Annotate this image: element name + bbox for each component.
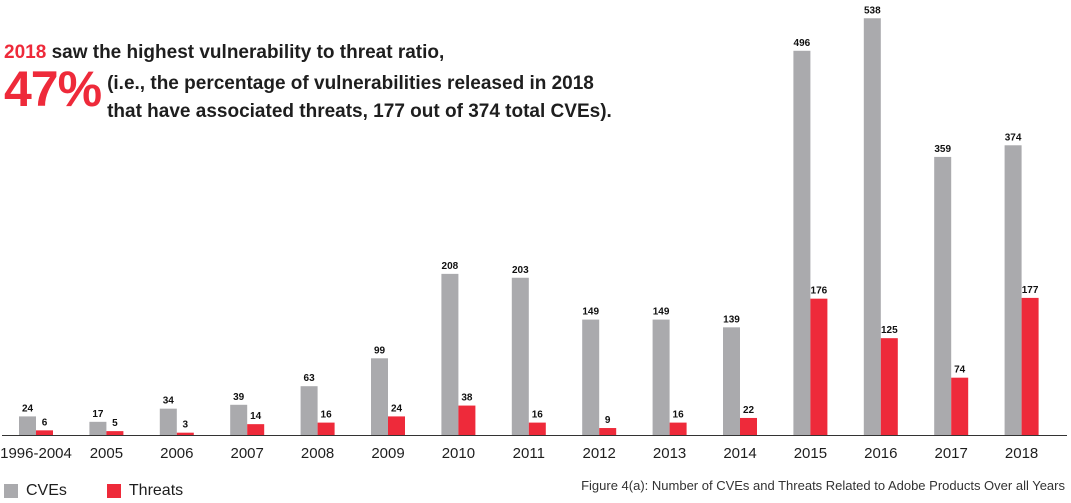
headline-note-line2: that have associated threats, 177 out of… (107, 101, 612, 122)
bar-threats-2008 (317, 422, 335, 435)
x-tick-label-2016: 2016 (864, 445, 897, 462)
legend: CVEs Threats (4, 482, 223, 500)
bar-cves-2013 (652, 319, 670, 435)
bar-threats-1996-2004 (36, 430, 53, 435)
value-label-cves-2015: 496 (794, 38, 811, 49)
bar-cves-2017 (934, 156, 952, 435)
x-tick-label-2018: 2018 (1005, 445, 1038, 462)
value-label-cves-2014: 139 (723, 314, 740, 325)
bar-threats-2010 (458, 405, 476, 435)
value-label-cves-2017: 359 (934, 144, 951, 155)
bar-cves-2009 (371, 358, 388, 435)
headline-line1: 2018 saw the highest vulnerability to th… (4, 42, 644, 64)
value-label-cves-2007: 39 (233, 392, 245, 403)
value-label-cves-2011: 203 (512, 265, 529, 276)
value-label-cves-1996-2004: 24 (22, 403, 34, 414)
x-tick-label-2009: 2009 (371, 445, 404, 462)
x-tick-label-2007: 2007 (231, 445, 264, 462)
bar-threats-2013 (669, 422, 687, 435)
bar-cves-2007 (230, 404, 248, 435)
bar-threats-2006 (176, 432, 194, 435)
value-label-threats-2013: 16 (673, 410, 685, 421)
headline-percent: 47% (4, 61, 102, 117)
x-tick-label-2010: 2010 (442, 445, 475, 462)
x-tick-label-2006: 2006 (160, 445, 193, 462)
bar-cves-2010 (441, 273, 459, 435)
value-label-cves-2008: 63 (304, 373, 316, 384)
bar-threats-2012 (599, 428, 617, 435)
bar-cves-2018 (1004, 145, 1022, 435)
bar-threats-2017 (951, 377, 969, 435)
legend-item-cves: CVEs (4, 482, 67, 500)
bar-threats-2016 (880, 338, 898, 435)
x-tick-label-2017: 2017 (935, 445, 968, 462)
value-label-threats-2009: 24 (391, 403, 403, 414)
x-tick-label-2013: 2013 (653, 445, 686, 462)
value-label-threats-2017: 74 (954, 365, 966, 376)
bar-cves-2008 (300, 386, 318, 435)
value-label-threats-2018: 177 (1022, 285, 1039, 296)
value-label-cves-2013: 149 (653, 307, 670, 318)
legend-swatch-cves (4, 484, 18, 498)
value-label-cves-2016: 538 (864, 5, 881, 16)
value-label-cves-2009: 99 (374, 345, 386, 356)
bar-threats-2018 (1021, 297, 1039, 435)
headline-note: (i.e., the percentage of vulnerabilities… (107, 68, 612, 126)
x-tick-label-2014: 2014 (723, 445, 756, 462)
bar-cves-2015 (793, 50, 811, 436)
value-label-threats-2007: 14 (250, 411, 262, 422)
value-label-threats-2014: 22 (743, 405, 755, 416)
figure-caption: Figure 4(a): Number of CVEs and Threats … (581, 478, 1065, 493)
x-tick-label-2015: 2015 (794, 445, 827, 462)
value-label-threats-2015: 176 (811, 286, 828, 297)
value-labels-group: 24 6 17 5 34 3 39 14 63 16 99 24 208 38 203 16 149 9 149 16… (22, 5, 1039, 430)
value-label-cves-2018: 374 (1005, 132, 1022, 143)
x-tick-label-2011: 2011 (513, 445, 545, 462)
x-tick-label-2005: 2005 (90, 445, 123, 462)
headline-line1-text: saw the highest vulnerability to threat … (51, 42, 445, 63)
value-label-threats-2005: 5 (112, 418, 118, 429)
bar-threats-2011 (528, 422, 546, 435)
value-label-cves-2010: 208 (442, 261, 459, 272)
bar-threats-2015 (810, 298, 828, 435)
value-label-cves-2012: 149 (582, 307, 599, 318)
bar-cves-2012 (582, 319, 600, 435)
value-label-threats-2008: 16 (321, 410, 333, 421)
legend-label-cves: CVEs (26, 482, 67, 499)
bar-cves-2014 (723, 327, 740, 435)
bar-cves-1996-2004 (19, 416, 36, 435)
legend-item-threats: Threats (106, 482, 184, 500)
bar-cves-2005 (89, 421, 107, 435)
bar-threats-2014 (740, 417, 757, 435)
value-label-threats-2012: 9 (605, 415, 611, 426)
bar-threats-2009 (388, 416, 405, 435)
x-tick-labels-group: 1996-2004 2005 2006 2007 2008 2009 2010 2011 201… (0, 445, 1038, 462)
bar-threats-2005 (106, 431, 124, 435)
x-tick-label-1996-2004: 1996-2004 (0, 445, 72, 462)
legend-swatch-threats (106, 484, 121, 498)
x-tick-label-2008: 2008 (301, 445, 334, 462)
headline-note-line1: (i.e., the percentage of vulnerabilities… (107, 73, 594, 94)
headline-year: 2018 (4, 42, 47, 63)
legend-label-threats: Threats (128, 482, 184, 499)
bars-group (19, 18, 1039, 436)
value-label-threats-2016: 125 (881, 325, 898, 336)
headline: 2018 saw the highest vulnerability to th… (4, 42, 644, 126)
bar-cves-2011 (511, 277, 529, 435)
value-label-threats-2011: 16 (532, 410, 544, 421)
value-label-threats-2006: 3 (183, 420, 189, 431)
headline-row2: 47% (i.e., the percentage of vulnerabili… (4, 61, 644, 126)
value-label-cves-2005: 17 (92, 409, 104, 420)
bar-cves-2006 (159, 408, 177, 435)
bar-threats-2007 (247, 424, 265, 435)
value-label-cves-2006: 34 (163, 396, 175, 407)
value-label-threats-1996-2004: 6 (42, 417, 48, 428)
bar-cves-2016 (863, 18, 881, 436)
value-label-threats-2010: 38 (461, 393, 473, 404)
x-tick-label-2012: 2012 (583, 445, 616, 462)
